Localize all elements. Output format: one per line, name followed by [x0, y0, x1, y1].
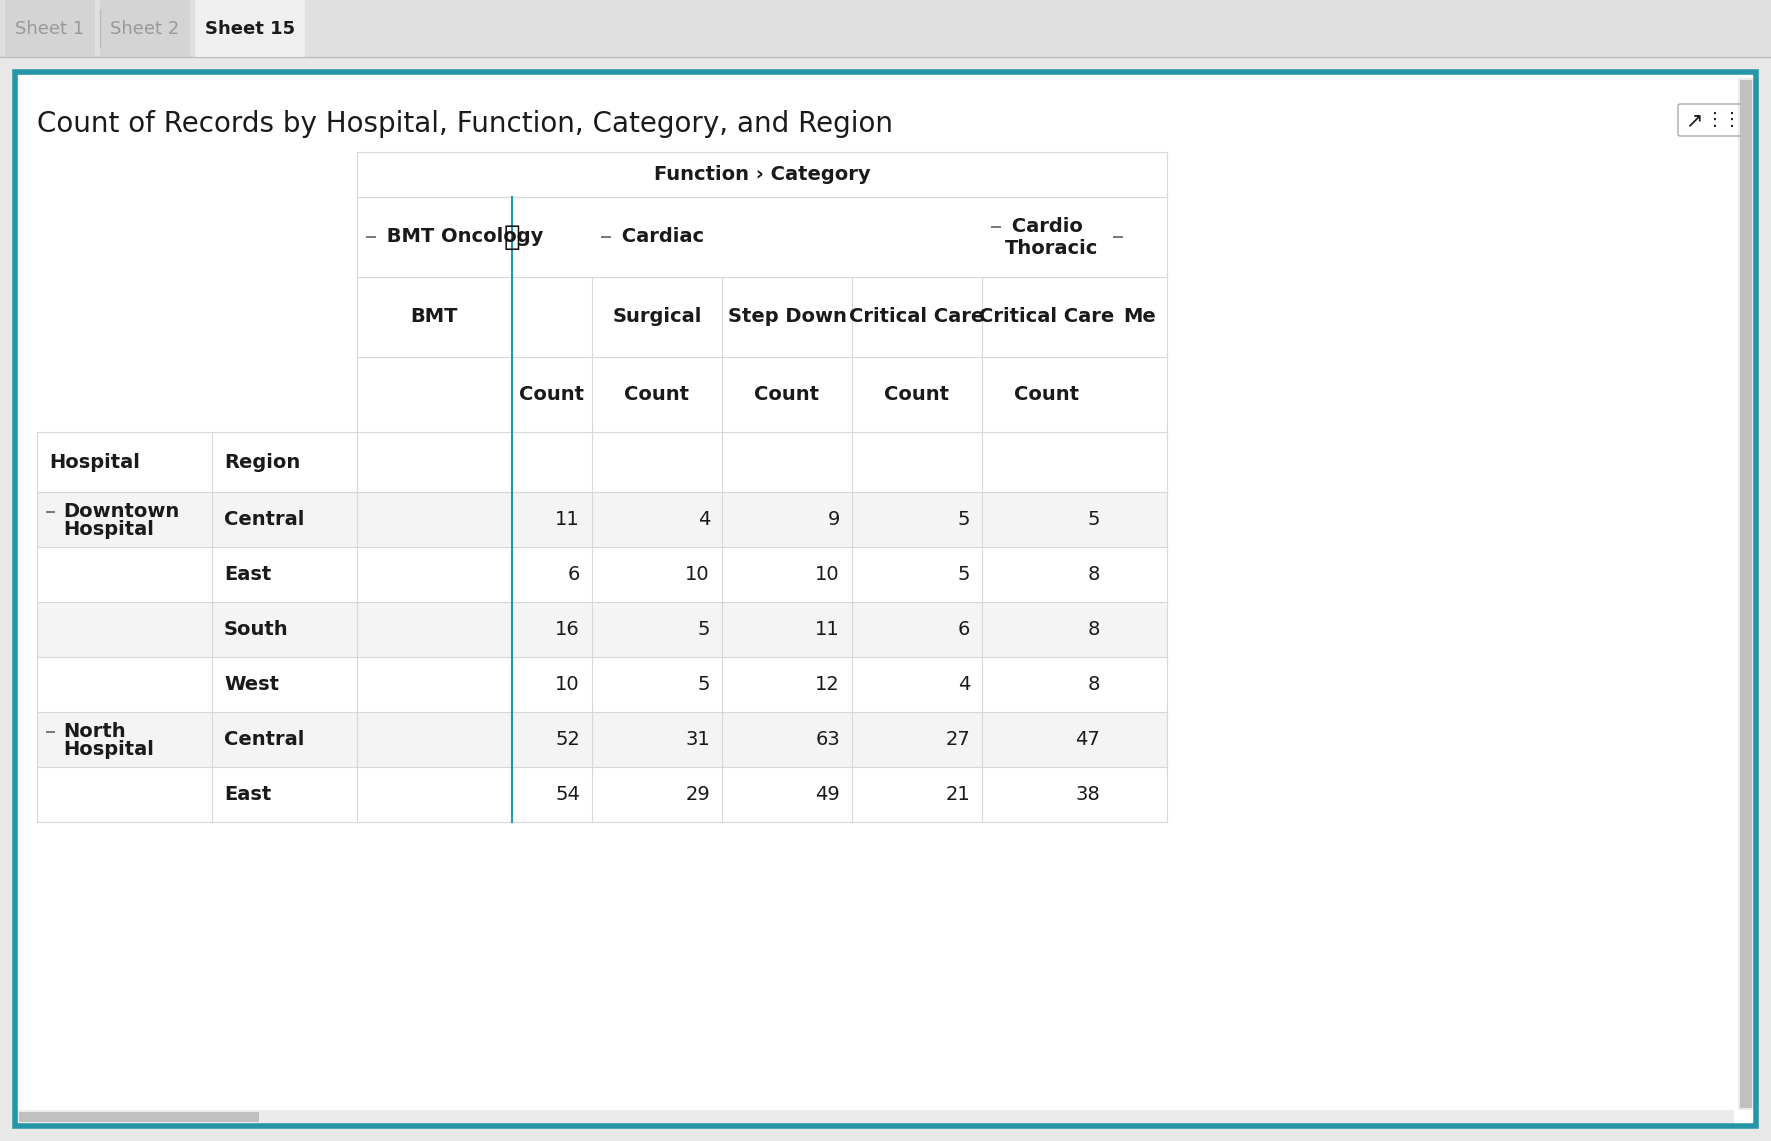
Bar: [1737, 78, 1753, 1110]
Text: 6: 6: [568, 565, 579, 584]
Text: Me: Me: [1123, 308, 1156, 326]
Bar: [37, 277, 1167, 357]
Text: Count: Count: [1015, 385, 1080, 404]
Text: Central: Central: [223, 730, 305, 748]
Text: 5: 5: [958, 565, 971, 584]
Text: 8: 8: [1087, 620, 1100, 639]
Text: 49: 49: [815, 785, 839, 804]
Text: 5: 5: [698, 620, 710, 639]
Text: 8: 8: [1087, 565, 1100, 584]
Text: Hospital: Hospital: [64, 520, 154, 539]
Bar: [19, 1112, 259, 1122]
Text: 10: 10: [556, 675, 579, 694]
Bar: [37, 712, 1167, 767]
Bar: [37, 432, 1167, 492]
Text: Hospital: Hospital: [50, 453, 140, 471]
Bar: [5, 0, 96, 57]
Bar: [37, 492, 1167, 547]
Text: Central: Central: [223, 510, 305, 529]
Text: 11: 11: [815, 620, 839, 639]
Text: 38: 38: [1075, 785, 1100, 804]
Text: 12: 12: [815, 675, 839, 694]
Text: 63: 63: [815, 730, 839, 748]
Text: North: North: [64, 722, 126, 741]
Text: Sheet 2: Sheet 2: [110, 19, 179, 38]
Bar: [44, 726, 57, 737]
Text: 4: 4: [698, 510, 710, 529]
Bar: [37, 657, 1167, 712]
Text: Sheet 1: Sheet 1: [16, 19, 85, 38]
Text: Hospital: Hospital: [64, 741, 154, 759]
Text: Surgical: Surgical: [613, 308, 701, 326]
Text: East: East: [223, 565, 271, 584]
Bar: [1739, 80, 1752, 1108]
Text: 21: 21: [946, 785, 971, 804]
Text: 4: 4: [958, 675, 971, 694]
Bar: [37, 602, 1167, 657]
Text: Downtown: Downtown: [64, 502, 179, 521]
Text: BMT Oncology: BMT Oncology: [381, 227, 544, 246]
Text: 16: 16: [556, 620, 579, 639]
Text: ⤢: ⤢: [503, 222, 521, 251]
Text: Cardiac: Cardiac: [615, 227, 705, 246]
Text: 54: 54: [554, 785, 579, 804]
Text: Cardio: Cardio: [1004, 218, 1082, 236]
Bar: [195, 0, 305, 57]
Bar: [600, 230, 613, 243]
Text: Thoracic: Thoracic: [1004, 240, 1098, 259]
Text: Step Down: Step Down: [728, 308, 847, 326]
Bar: [37, 197, 1167, 277]
Text: BMT: BMT: [411, 308, 459, 326]
Text: 29: 29: [685, 785, 710, 804]
Bar: [99, 0, 189, 57]
Text: East: East: [223, 785, 271, 804]
Text: ↗: ↗: [1686, 110, 1702, 130]
Text: Count: Count: [625, 385, 689, 404]
Bar: [1112, 230, 1125, 243]
Bar: [18, 1110, 1734, 1124]
Bar: [37, 547, 1167, 602]
Text: 5: 5: [698, 675, 710, 694]
Text: 5: 5: [958, 510, 971, 529]
Text: 10: 10: [815, 565, 839, 584]
Bar: [365, 230, 377, 243]
Bar: [0, 0, 1771, 57]
Text: Count: Count: [519, 385, 584, 404]
Text: 5: 5: [1087, 510, 1100, 529]
Text: Count of Records by Hospital, Function, Category, and Region: Count of Records by Hospital, Function, …: [37, 110, 893, 138]
Text: 6: 6: [958, 620, 971, 639]
Text: ⋮⋮: ⋮⋮: [1705, 111, 1743, 129]
Bar: [990, 220, 1002, 234]
Text: Critical Care: Critical Care: [850, 308, 985, 326]
Text: 8: 8: [1087, 675, 1100, 694]
Text: Region: Region: [223, 453, 301, 471]
Text: Critical Care: Critical Care: [979, 308, 1114, 326]
Text: 52: 52: [554, 730, 579, 748]
Text: South: South: [223, 620, 289, 639]
Text: Sheet 15: Sheet 15: [205, 19, 296, 38]
Bar: [44, 505, 57, 518]
Text: Count: Count: [884, 385, 949, 404]
Text: 27: 27: [946, 730, 971, 748]
Text: 9: 9: [827, 510, 839, 529]
Text: West: West: [223, 675, 280, 694]
Bar: [37, 767, 1167, 822]
Text: Function › Category: Function › Category: [653, 165, 870, 184]
Text: 47: 47: [1075, 730, 1100, 748]
Bar: [37, 357, 1167, 432]
Bar: [37, 152, 1167, 197]
Text: Count: Count: [754, 385, 820, 404]
Text: 31: 31: [685, 730, 710, 748]
Text: 11: 11: [556, 510, 579, 529]
Text: 10: 10: [685, 565, 710, 584]
